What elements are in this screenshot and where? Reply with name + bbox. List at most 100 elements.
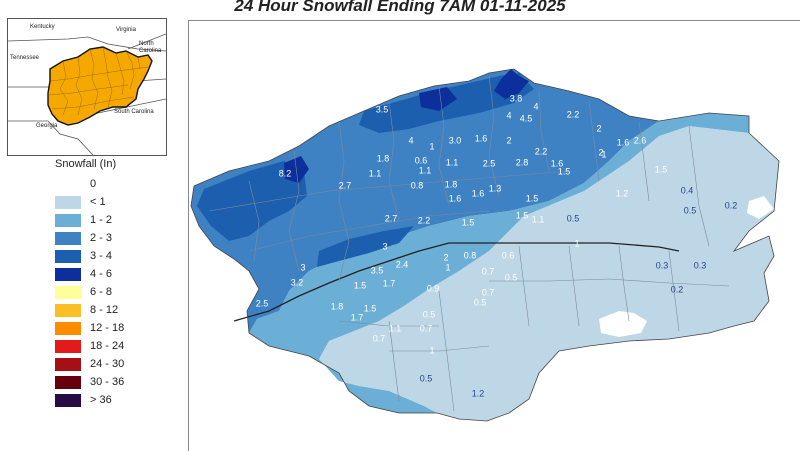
snowfall-value-label: 0.2: [724, 200, 738, 211]
snowfall-value-label: 1.2: [615, 188, 629, 199]
snowfall-value-label: 2.8: [515, 157, 529, 168]
snowfall-value-label: 1.5: [525, 193, 539, 204]
snowfall-value-label: 0.5: [473, 297, 487, 308]
legend-swatch: [55, 322, 81, 335]
snowfall-value-label: 1.5: [461, 217, 475, 228]
locator-map-graphic: [8, 33, 166, 155]
region-no-snow-a: [599, 311, 647, 337]
inset-label-tennessee: Tennessee: [10, 55, 40, 61]
legend-label: 2 - 3: [90, 232, 113, 244]
legend-swatch: [55, 214, 81, 227]
region-1-2in: [249, 113, 749, 413]
snowfall-value-label: 1.8: [444, 179, 458, 190]
snowfall-value-label: 0.7: [481, 266, 495, 277]
inset-label-georgia: Georgia: [36, 123, 58, 129]
snowfall-value-label: 2.5: [255, 298, 269, 309]
snowfall-value-label: 4: [506, 110, 512, 121]
snowfall-value-label: 1.1: [418, 165, 432, 176]
legend-swatch: [55, 358, 81, 371]
snowfall-value-label: 1.7: [382, 278, 396, 289]
snowfall-value-label: 3.0: [448, 135, 462, 146]
legend-item: 3 - 4: [55, 248, 175, 266]
snowfall-value-label: 4: [533, 101, 539, 112]
snowfall-value-label: 2: [506, 135, 512, 146]
snowfall-value-label: 2.5: [482, 158, 496, 169]
snowfall-value-label: 4.5: [519, 113, 533, 124]
snowfall-value-label: 1.7: [350, 312, 364, 323]
snowfall-value-label: 1.5: [557, 166, 571, 177]
snowfall-value-label: 1: [601, 149, 607, 160]
legend-item: 12 - 18: [55, 320, 175, 338]
legend-label: 1 - 2: [90, 214, 113, 226]
legend-swatch: [55, 250, 81, 263]
snowfall-value-label: 2.7: [384, 213, 398, 224]
snowfall-value-label: 1.5: [515, 210, 529, 221]
snowfall-value-label: 1.8: [376, 153, 390, 164]
snowfall-value-label: 1: [429, 141, 435, 152]
snowfall-value-label: 0.5: [683, 205, 697, 216]
snowfall-value-label: 0.6: [414, 155, 428, 166]
snowfall-value-label: 1: [445, 262, 451, 273]
legend-swatch: [55, 340, 81, 353]
legend-item: 6 - 8: [55, 284, 175, 302]
snowfall-value-label: 0.3: [693, 260, 707, 271]
snowfall-value-label: 1.6: [616, 137, 630, 148]
legend-item: 8 - 12: [55, 302, 175, 320]
legend-item: > 36: [55, 392, 175, 410]
legend-item: < 1: [55, 194, 175, 212]
snowfall-value-label: 0.7: [372, 333, 386, 344]
highlighted-region: [47, 46, 153, 126]
region-no-snow-b: [747, 196, 774, 219]
snowfall-value-label: 1.5: [353, 280, 367, 291]
snowfall-value-label: 1.3: [488, 183, 502, 194]
legend-label: < 1: [90, 196, 106, 208]
snowfall-value-label: 1.1: [445, 157, 459, 168]
legend-label: 30 - 36: [90, 376, 125, 388]
locator-inset-map: Kentucky Virginia North Carolina Tenness…: [7, 18, 167, 156]
snowfall-value-label: 3.2: [290, 277, 304, 288]
snowfall-value-label: 1.1: [388, 323, 402, 334]
snowfall-value-label: 0.5: [566, 213, 580, 224]
legend-swatch: [55, 232, 81, 245]
snowfall-map-graphic: [190, 68, 780, 422]
snowfall-value-label: 0.5: [422, 309, 436, 320]
snowfall-legend: Snowfall (In) 0 < 1 1 - 2 2 - 3 3 - 4 4 - 6 6 …: [55, 158, 175, 410]
legend-label: 18 - 24: [90, 340, 125, 352]
inset-label-kentucky: Kentucky: [30, 24, 55, 30]
legend-label: 6 - 8: [90, 286, 113, 298]
snowfall-value-label: 1.6: [474, 133, 488, 144]
snowfall-value-label: 1.6: [550, 158, 564, 169]
inset-label-virginia: Virginia: [116, 27, 136, 33]
inset-label-south-carolina: South Carolina: [114, 109, 154, 115]
legend-item: 18 - 24: [55, 338, 175, 356]
region-4-6in-peak-a: [494, 69, 529, 99]
state-boundary: [233, 242, 680, 322]
snowfall-value-label: 1.1: [531, 214, 545, 225]
snowfall-value-label: 1: [574, 238, 580, 249]
snowfall-value-label: 1.6: [471, 188, 485, 199]
legend-swatch: [55, 268, 81, 281]
legend-swatch: [55, 286, 81, 299]
legend-swatch: [55, 178, 81, 191]
region-under-1in: [319, 126, 779, 421]
snowfall-value-label: 0.7: [481, 287, 495, 298]
legend-item: 30 - 36: [55, 374, 175, 392]
snowfall-value-label: 3.8: [509, 93, 523, 104]
snowfall-value-label: 3.5: [370, 265, 384, 276]
legend-swatch: [55, 196, 81, 209]
legend-label: 24 - 30: [90, 358, 125, 370]
snowfall-value-label: 0.8: [463, 250, 477, 261]
snowfall-value-label: 0.2: [670, 284, 684, 295]
snowfall-value-label: 2: [443, 252, 449, 263]
region-3-4in-west: [197, 161, 307, 241]
legend-swatch: [55, 394, 81, 407]
snowfall-value-label: 3.5: [375, 104, 389, 115]
map-title: 24 Hour Snowfall Ending 7AM 01-11-2025: [234, 0, 566, 15]
legend-title: Snowfall (In): [55, 158, 117, 170]
legend-item: 1 - 2: [55, 212, 175, 230]
snowfall-value-label: 1.5: [654, 164, 668, 175]
snowfall-value-label: 0.3: [655, 260, 669, 271]
snowfall-value-label: 2.2: [566, 109, 580, 120]
snowfall-value-label: 4: [408, 135, 414, 146]
legend-item: 0: [55, 176, 175, 194]
